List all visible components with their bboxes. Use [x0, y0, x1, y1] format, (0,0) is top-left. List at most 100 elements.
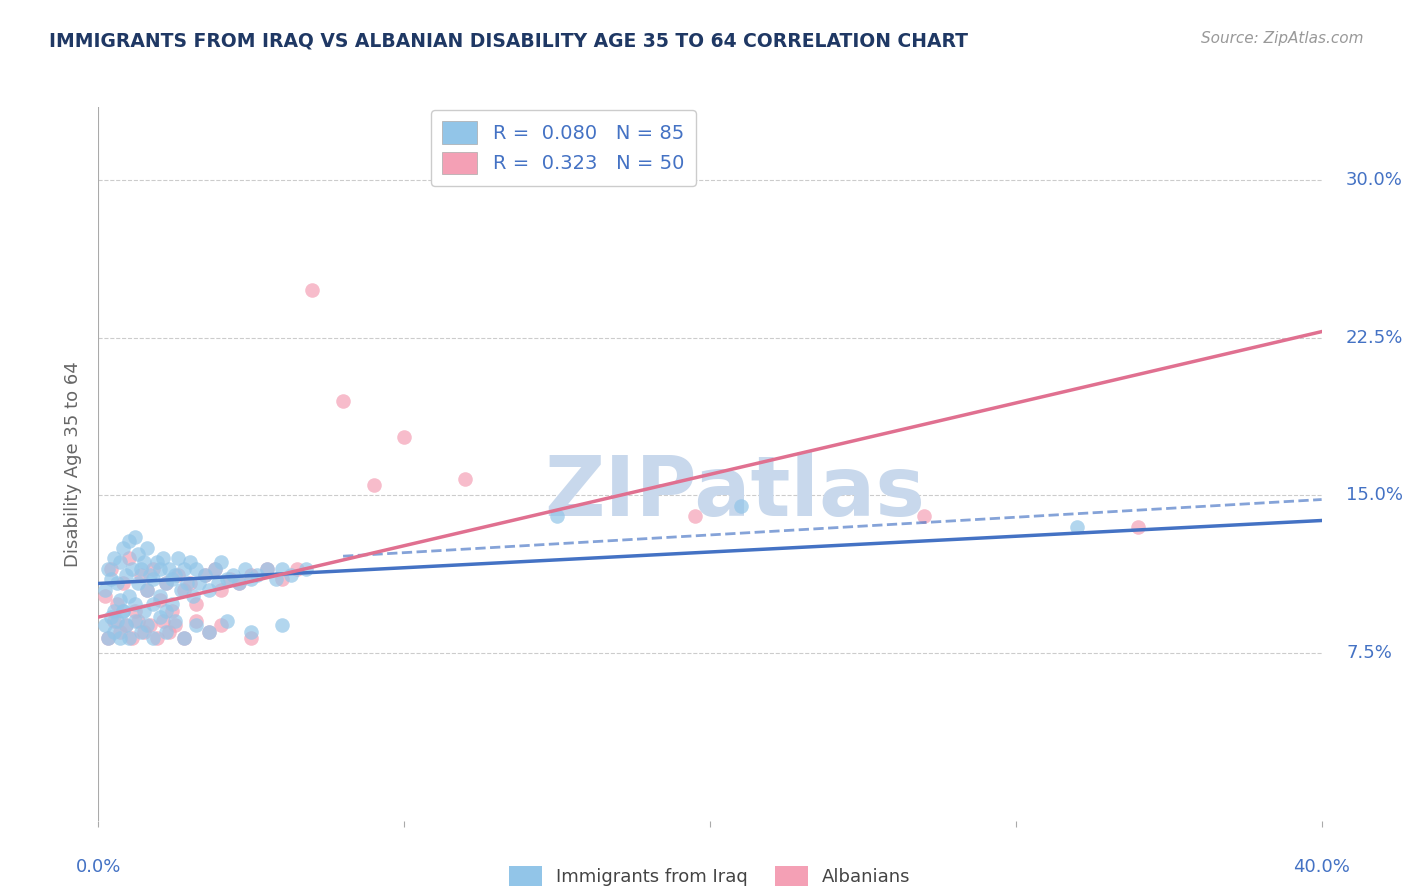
Point — [139, 568, 162, 582]
Point — [188, 576, 211, 591]
Point — [105, 614, 128, 628]
Point — [173, 631, 195, 645]
Point — [103, 551, 125, 566]
Point — [197, 582, 219, 597]
Point — [152, 551, 174, 566]
Point — [209, 582, 232, 597]
Point — [157, 562, 180, 576]
Point — [173, 631, 195, 645]
Point — [683, 509, 706, 524]
Point — [167, 551, 190, 566]
Point — [111, 604, 134, 618]
Text: IMMIGRANTS FROM IRAQ VS ALBANIAN DISABILITY AGE 35 TO 64 CORRELATION CHART: IMMIGRANTS FROM IRAQ VS ALBANIAN DISABIL… — [49, 31, 969, 50]
Point — [100, 562, 122, 576]
Point — [179, 556, 201, 570]
Point — [301, 283, 323, 297]
Point — [186, 614, 208, 628]
Point — [240, 568, 263, 582]
Point — [103, 604, 125, 618]
Point — [97, 631, 120, 645]
Point — [134, 556, 156, 570]
Point — [145, 631, 167, 645]
Point — [127, 576, 149, 591]
Point — [160, 572, 183, 586]
Text: Source: ZipAtlas.com: Source: ZipAtlas.com — [1201, 31, 1364, 46]
Point — [103, 624, 125, 639]
Point — [108, 631, 131, 645]
Point — [222, 568, 245, 582]
Point — [186, 618, 208, 632]
Text: 0.0%: 0.0% — [76, 858, 121, 877]
Point — [100, 610, 122, 624]
Point — [124, 614, 146, 628]
Point — [167, 568, 190, 582]
Point — [285, 562, 308, 576]
Point — [108, 556, 131, 570]
Point — [155, 576, 177, 591]
Point — [912, 509, 935, 524]
Point — [149, 593, 172, 607]
Point — [105, 598, 128, 612]
Point — [207, 576, 229, 591]
Point — [142, 631, 165, 645]
Text: 30.0%: 30.0% — [1346, 171, 1403, 189]
Point — [124, 598, 146, 612]
Point — [181, 589, 204, 603]
Point — [270, 572, 292, 586]
Point — [124, 530, 146, 544]
Point — [121, 562, 143, 576]
Point — [93, 589, 115, 603]
Point — [204, 562, 226, 576]
Point — [155, 624, 177, 639]
Point — [295, 562, 318, 576]
Point — [240, 631, 263, 645]
Point — [186, 598, 208, 612]
Point — [546, 509, 568, 524]
Point — [157, 624, 180, 639]
Point — [145, 556, 167, 570]
Point — [142, 572, 165, 586]
Point — [163, 618, 186, 632]
Text: ZIPatlas: ZIPatlas — [544, 452, 925, 533]
Text: 7.5%: 7.5% — [1346, 644, 1392, 662]
Point — [730, 499, 752, 513]
Point — [215, 614, 238, 628]
Point — [97, 631, 120, 645]
Point — [270, 562, 292, 576]
Point — [152, 614, 174, 628]
Point — [129, 562, 152, 576]
Y-axis label: Disability Age 35 to 64: Disability Age 35 to 64 — [65, 361, 83, 566]
Point — [127, 614, 149, 628]
Point — [219, 572, 242, 586]
Point — [186, 562, 208, 576]
Point — [97, 562, 120, 576]
Point — [179, 576, 201, 591]
Point — [111, 541, 134, 555]
Point — [118, 551, 141, 566]
Point — [246, 568, 269, 582]
Point — [332, 393, 354, 408]
Point — [233, 562, 256, 576]
Point — [392, 429, 416, 443]
Point — [134, 624, 156, 639]
Point — [197, 624, 219, 639]
Point — [121, 631, 143, 645]
Point — [173, 582, 195, 597]
Point — [105, 576, 128, 591]
Point — [170, 582, 193, 597]
Point — [264, 572, 287, 586]
Text: 15.0%: 15.0% — [1346, 486, 1403, 504]
Point — [209, 618, 232, 632]
Point — [240, 572, 263, 586]
Point — [149, 562, 172, 576]
Point — [228, 576, 250, 591]
Point — [256, 562, 278, 576]
Point — [1066, 520, 1088, 534]
Point — [111, 604, 134, 618]
Point — [149, 589, 172, 603]
Point — [139, 618, 162, 632]
Point — [129, 568, 152, 582]
Point — [115, 618, 138, 632]
Point — [108, 624, 131, 639]
Point — [280, 568, 302, 582]
